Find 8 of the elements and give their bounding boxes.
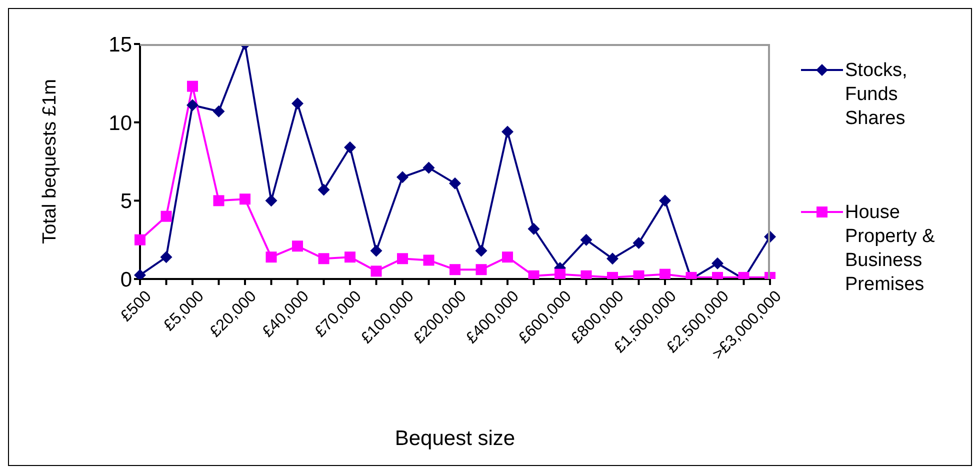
y-tick-label: 5 (120, 190, 132, 214)
legend-label: Stocks, Funds Shares (845, 59, 908, 131)
y-tick-label: 10 (108, 112, 132, 135)
y-tick-label: 0 (120, 268, 132, 292)
x-axis-title: Bequest size (394, 427, 516, 450)
y-axis-title: Total bequests £1m (40, 79, 61, 244)
legend-label: House Property & Business Premises (845, 201, 936, 297)
y-tick-label: 15 (108, 33, 132, 56)
